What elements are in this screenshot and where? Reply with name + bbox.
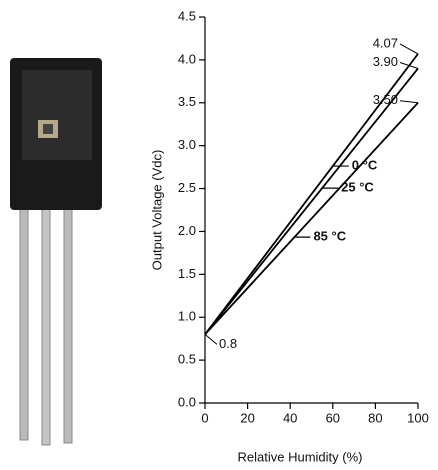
leader xyxy=(204,333,218,345)
lead xyxy=(41,204,51,446)
series-line xyxy=(204,67,419,335)
x-tick-label: 60 xyxy=(326,410,340,425)
lead xyxy=(63,204,73,444)
y-tick-label: 3.0 xyxy=(178,137,196,152)
leader xyxy=(399,43,419,55)
y-tick-label: 0.5 xyxy=(178,352,196,367)
value-label: 0.8 xyxy=(219,336,237,351)
series-label: 25 °C xyxy=(341,180,374,195)
series-line xyxy=(204,53,419,335)
value-label: 3.90 xyxy=(373,54,398,69)
sensor-window xyxy=(22,70,92,160)
y-tick-label: 3.5 xyxy=(178,94,196,109)
y-tick-label: 0.0 xyxy=(178,394,196,409)
sensor-photo xyxy=(10,58,102,446)
x-tick-label: 20 xyxy=(240,410,254,425)
series-label: 85 °C xyxy=(313,229,346,244)
value-label: 4.07 xyxy=(373,35,398,50)
y-tick-label: 1.0 xyxy=(178,309,196,324)
x-tick-label: 40 xyxy=(283,410,297,425)
leader xyxy=(399,100,419,104)
y-tick-label: 1.5 xyxy=(178,266,196,281)
x-axis-label: Relative Humidity (%) xyxy=(238,449,363,464)
x-tick-label: 0 xyxy=(201,410,208,425)
y-tick-label: 4.0 xyxy=(178,51,196,66)
y-tick-label: 2.5 xyxy=(178,180,196,195)
lead xyxy=(19,204,29,441)
sensor-die xyxy=(43,124,53,134)
y-axis-label: Output Voltage (Vdc) xyxy=(149,150,164,271)
y-tick-label: 4.5 xyxy=(178,8,196,23)
x-tick-label: 80 xyxy=(368,410,382,425)
x-tick-label: 100 xyxy=(407,410,429,425)
y-tick-label: 2.0 xyxy=(178,223,196,238)
leader xyxy=(399,61,419,69)
series-line xyxy=(204,102,419,335)
value-label: 3.50 xyxy=(373,92,398,107)
